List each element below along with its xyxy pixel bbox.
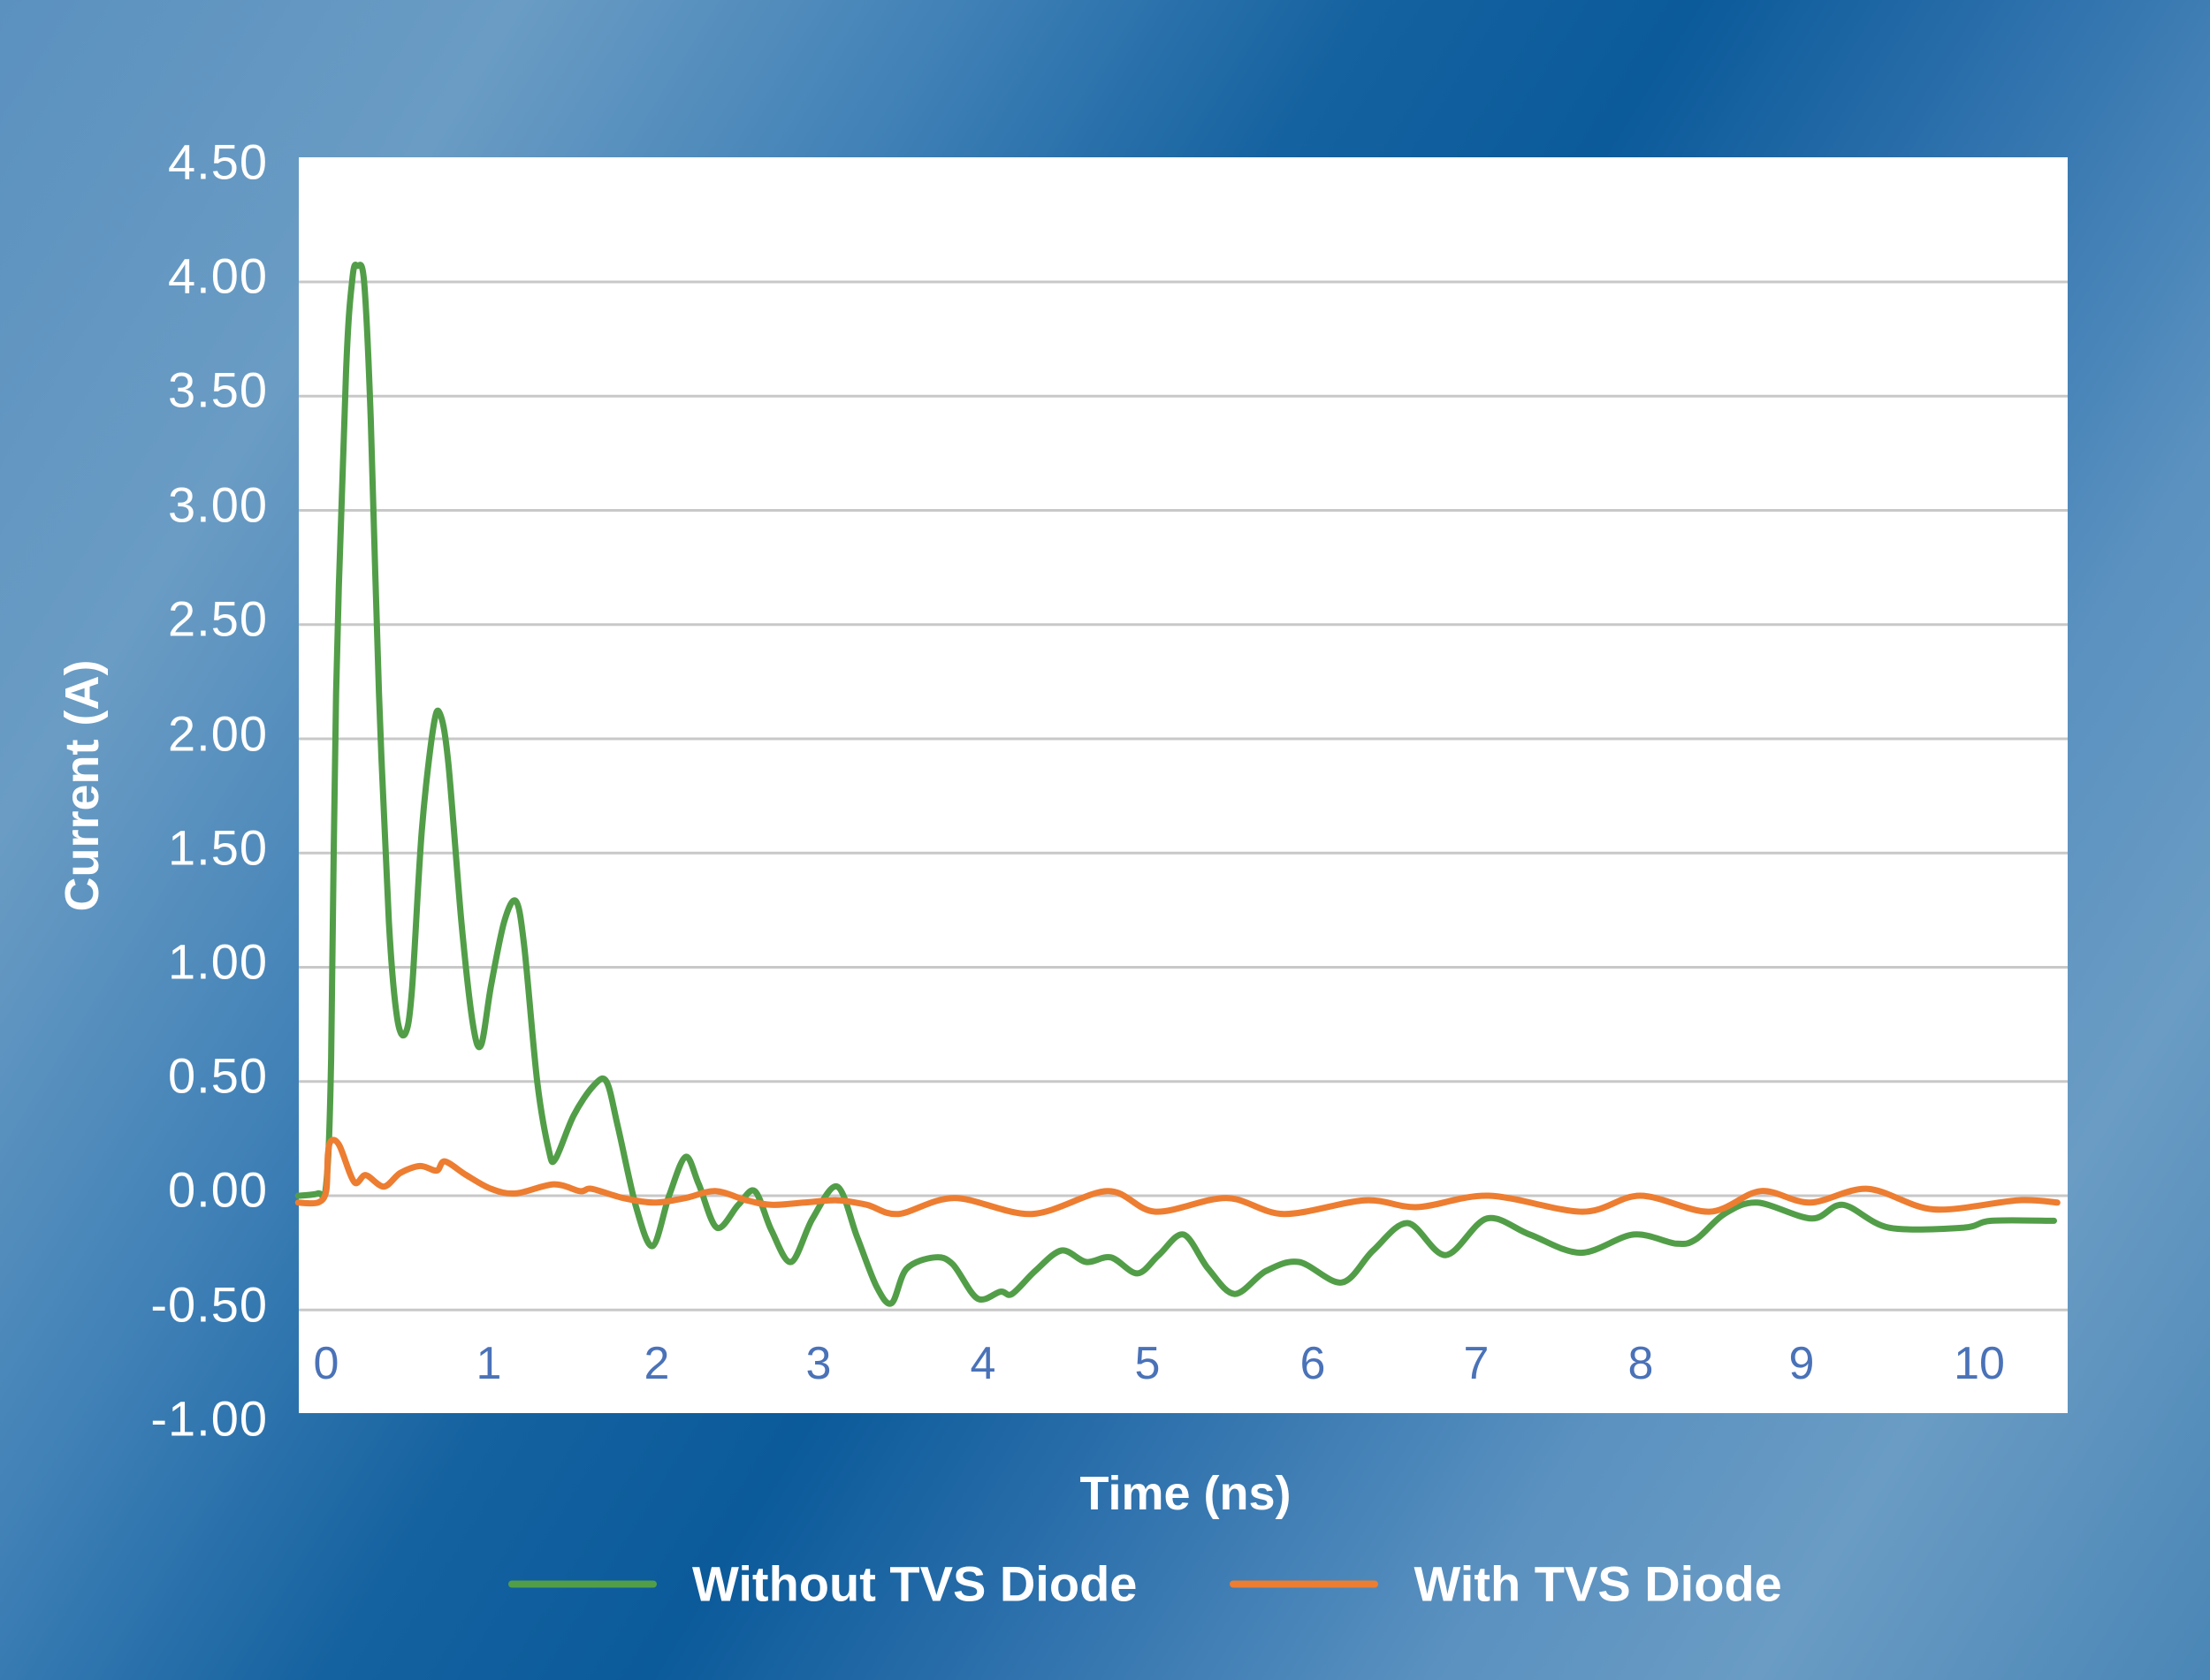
y-tick-label: -0.50	[150, 1276, 268, 1333]
y-tick-label: 2.00	[168, 705, 268, 762]
x-tick-label: 10	[1954, 1338, 2005, 1389]
y-tick-label: 4.50	[168, 133, 268, 190]
x-tick-label: 0	[314, 1338, 339, 1389]
y-tick-label: 3.50	[168, 361, 268, 418]
x-tick-label: 7	[1464, 1338, 1490, 1389]
legend-label: Without TVS Diode	[692, 1555, 1138, 1612]
x-tick-label: 8	[1628, 1338, 1654, 1389]
x-tick-label: 4	[971, 1338, 996, 1389]
x-tick-label: 6	[1300, 1338, 1326, 1389]
legend-item-with-tvs: With TVS Diode	[1230, 1555, 1782, 1613]
y-tick-label: 4.00	[168, 247, 268, 304]
legend-label: With TVS Diode	[1414, 1555, 1782, 1612]
series-with-tvs-diode	[294, 1136, 2061, 1218]
y-tick-label: 0.00	[168, 1161, 268, 1218]
legend-item-without-tvs: Without TVS Diode	[508, 1555, 1137, 1613]
y-tick-label: 0.50	[168, 1047, 268, 1104]
x-axis-ticks: 0 1 2 3 4 5 6 7 8 9 10	[314, 1338, 2005, 1389]
x-tick-label: 3	[806, 1338, 832, 1389]
y-tick-label: 1.50	[168, 819, 268, 876]
x-axis-title: Time (ns)	[1079, 1467, 1292, 1520]
x-tick-label: 2	[644, 1338, 670, 1389]
y-tick-label: 1.00	[168, 933, 268, 990]
y-tick-label: 3.00	[168, 476, 268, 533]
legend: Without TVS Diode With TVS Diode	[508, 1555, 1875, 1613]
y-tick-label: 2.50	[168, 590, 268, 647]
gridlines	[299, 280, 2068, 1311]
legend-line-orange-icon	[1230, 1580, 1379, 1587]
y-tick-label: -1.00	[150, 1390, 268, 1447]
data-series	[294, 262, 2061, 1307]
legend-line-green-icon	[508, 1580, 657, 1587]
x-tick-label: 5	[1135, 1338, 1161, 1389]
x-tick-label: 9	[1789, 1338, 1815, 1389]
series-without-tvs-diode	[294, 262, 2057, 1307]
x-tick-label: 1	[476, 1338, 502, 1389]
